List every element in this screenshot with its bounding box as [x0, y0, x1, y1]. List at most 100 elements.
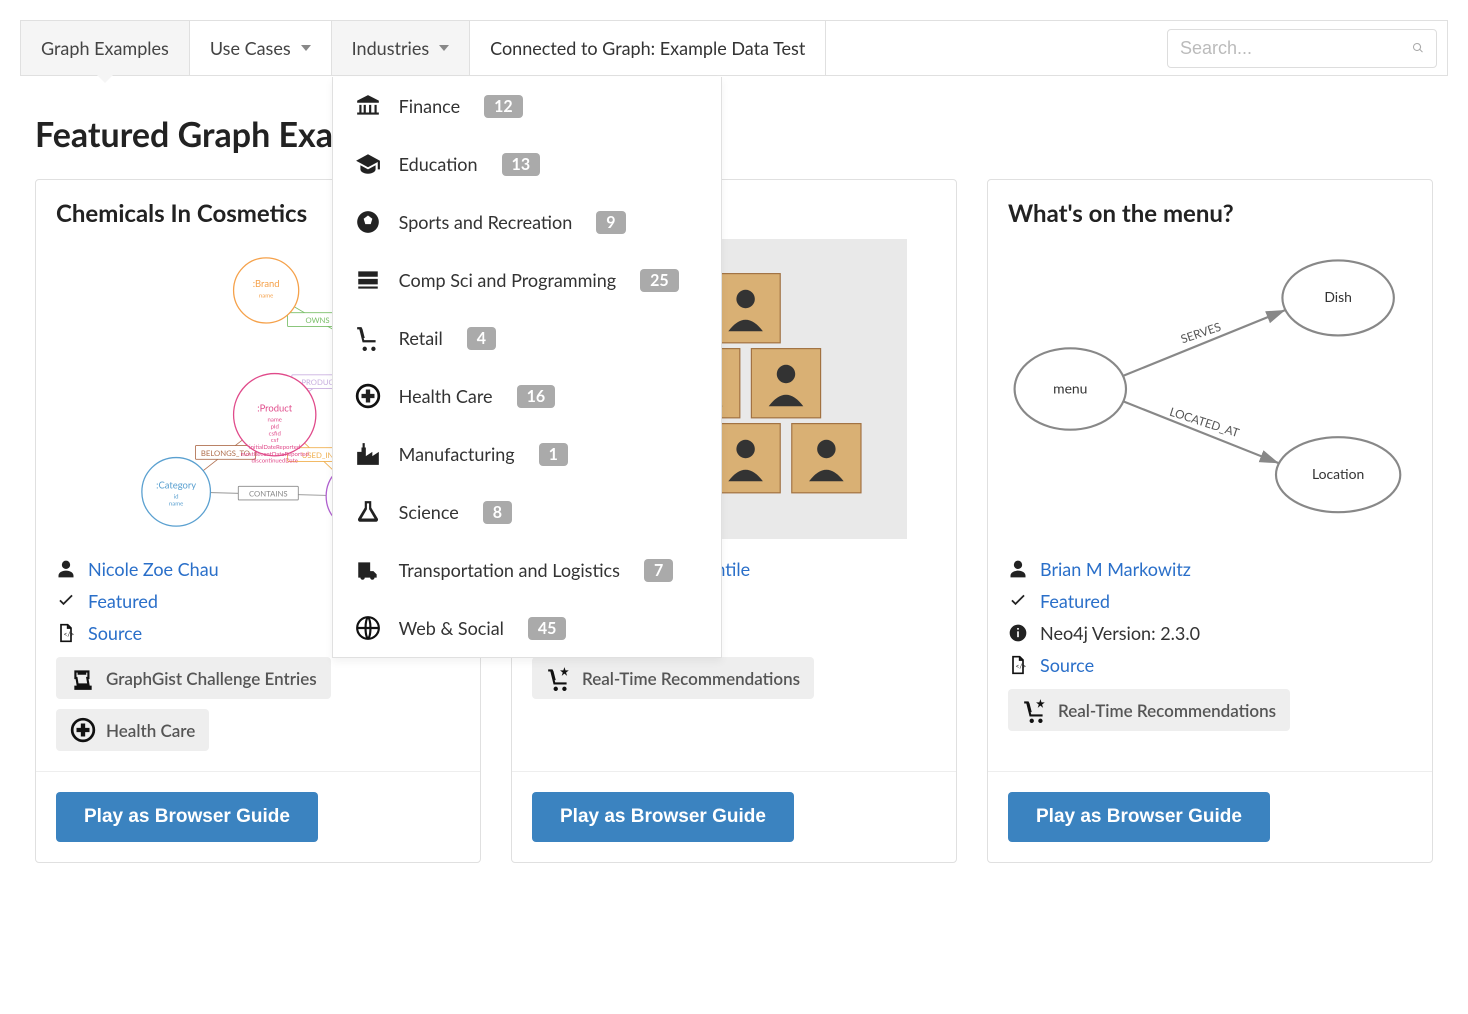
page-title: Featured Graph Examples: [35, 114, 1433, 155]
dropdown-item[interactable]: Comp Sci and Programming 25: [333, 251, 721, 309]
rook-icon: [70, 665, 96, 691]
card-diagram: SERVESLOCATED_ATmenuDishLocation: [988, 239, 1432, 539]
count-badge: 7: [644, 559, 673, 582]
nav-industries[interactable]: Industries Finance 12 Education 13 Sport…: [332, 21, 470, 75]
example-card: What's on the menu? SERVESLOCATED_ATmenu…: [987, 179, 1433, 863]
dropdown-item[interactable]: Sports and Recreation 9: [333, 193, 721, 251]
tag[interactable]: Health Care: [56, 709, 209, 751]
dropdown-label: Science: [399, 501, 459, 523]
dropdown-label: Web & Social: [399, 617, 504, 639]
ball-icon: [355, 209, 381, 235]
dropdown-item[interactable]: Health Care 16: [333, 367, 721, 425]
source-link[interactable]: Source: [88, 622, 142, 644]
svg-text:csf: csf: [271, 437, 279, 444]
svg-text::Brand: :Brand: [253, 279, 280, 290]
tag-row: GraphGist Challenge Entries Health Care: [56, 657, 460, 751]
author-row: Brian M Markowitz: [1008, 553, 1412, 585]
nav-use-cases[interactable]: Use Cases: [190, 21, 332, 75]
card-header: What's on the menu?: [988, 180, 1432, 239]
user-icon: [1008, 559, 1028, 579]
main-content: Featured Graph Examples Chemicals In Cos…: [10, 86, 1458, 873]
search-wrap: [1157, 21, 1447, 75]
dropdown-item[interactable]: Finance 12: [333, 77, 721, 135]
dropdown-label: Finance: [399, 95, 460, 117]
dropdown-label: Education: [399, 153, 478, 175]
file-icon: </>: [1008, 655, 1028, 675]
svg-text::Category: :Category: [157, 481, 197, 492]
dropdown-item[interactable]: Retail 4: [333, 309, 721, 367]
version-row: Neo4j Version: 2.3.0: [1008, 617, 1412, 649]
play-button[interactable]: Play as Browser Guide: [56, 792, 318, 842]
truck-icon: [355, 557, 381, 583]
author-link[interactable]: Brian M Markowitz: [1040, 558, 1191, 580]
svg-text:csfid: csfid: [269, 430, 281, 437]
card-footer: Play as Browser Guide: [36, 771, 480, 862]
play-button[interactable]: Play as Browser Guide: [1008, 792, 1270, 842]
count-badge: 45: [528, 617, 567, 640]
medical-icon: [70, 717, 96, 743]
tag[interactable]: GraphGist Challenge Entries: [56, 657, 331, 699]
svg-text:menu: menu: [1054, 379, 1088, 396]
card-title: What's on the menu?: [1008, 198, 1412, 229]
dropdown-item[interactable]: Education 13: [333, 135, 721, 193]
search-icon: [1412, 39, 1424, 57]
industries-dropdown: Finance 12 Education 13 Sports and Recre…: [332, 77, 722, 658]
tag[interactable]: Real-Time Recommendations: [1008, 689, 1290, 731]
grad-icon: [355, 151, 381, 177]
bank-icon: [355, 93, 381, 119]
dropdown-item[interactable]: Web & Social 45: [333, 599, 721, 657]
count-badge: 4: [467, 327, 496, 350]
svg-text:name: name: [259, 292, 273, 299]
svg-text:Dish: Dish: [1325, 288, 1353, 305]
svg-text:id: id: [174, 494, 179, 501]
connection-status: Connected to Graph: Example Data Test: [470, 21, 826, 75]
top-nav: Graph Examples Use Cases Industries Fina…: [20, 20, 1448, 76]
svg-text:SERVES: SERVES: [1179, 319, 1223, 347]
dropdown-item[interactable]: Science 8: [333, 483, 721, 541]
count-badge: 8: [483, 501, 512, 524]
play-button[interactable]: Play as Browser Guide: [532, 792, 794, 842]
featured-link[interactable]: Featured: [1040, 590, 1110, 612]
search-input[interactable]: [1180, 38, 1412, 59]
globe-icon: [355, 615, 381, 641]
tag-row: Real-Time Recommendations: [532, 657, 936, 699]
nav-graph-examples[interactable]: Graph Examples: [21, 21, 190, 75]
dropdown-label: Manufacturing: [399, 443, 515, 465]
svg-text:name: name: [268, 417, 282, 424]
caret-down-icon: [439, 45, 449, 51]
source-row: </> Source: [1008, 649, 1412, 681]
dropdown-item[interactable]: Transportation and Logistics 7: [333, 541, 721, 599]
count-badge: 13: [502, 153, 541, 176]
tag[interactable]: Real-Time Recommendations: [532, 657, 814, 699]
flask-icon: [355, 499, 381, 525]
info-icon: [1008, 623, 1028, 643]
tag-label: GraphGist Challenge Entries: [106, 668, 317, 689]
dropdown-label: Retail: [399, 327, 443, 349]
check-icon: [1008, 591, 1028, 611]
count-badge: 9: [596, 211, 625, 234]
count-badge: 25: [640, 269, 679, 292]
svg-text:</>: </>: [1016, 663, 1027, 671]
svg-text:</>: </>: [64, 631, 75, 639]
svg-text::Product: :Product: [258, 403, 293, 414]
card-body: Brian M Markowitz Featured Neo4j Version: …: [988, 539, 1432, 771]
nav-label: Industries: [352, 37, 429, 59]
dropdown-label: Comp Sci and Programming: [399, 269, 617, 291]
source-link[interactable]: Source: [1040, 654, 1094, 676]
svg-text:mostRecentDateReported: mostRecentDateReported: [241, 451, 309, 458]
medical-icon: [355, 383, 381, 409]
user-icon: [56, 559, 76, 579]
tag-label: Real-Time Recommendations: [582, 668, 800, 689]
dropdown-item[interactable]: Manufacturing 1: [333, 425, 721, 483]
nav-label: Graph Examples: [41, 37, 169, 59]
svg-text:OWNS: OWNS: [306, 315, 330, 325]
svg-text:initialDateReported: initialDateReported: [250, 444, 301, 451]
search-box[interactable]: [1167, 29, 1437, 68]
cartstar-icon: [1022, 697, 1048, 723]
version-text: Neo4j Version: 2.3.0: [1040, 622, 1200, 644]
card-footer: Play as Browser Guide: [512, 771, 956, 862]
author-link[interactable]: Nicole Zoe Chau: [88, 558, 219, 580]
server-icon: [355, 267, 381, 293]
tag-row: Real-Time Recommendations: [1008, 689, 1412, 731]
featured-link[interactable]: Featured: [88, 590, 158, 612]
